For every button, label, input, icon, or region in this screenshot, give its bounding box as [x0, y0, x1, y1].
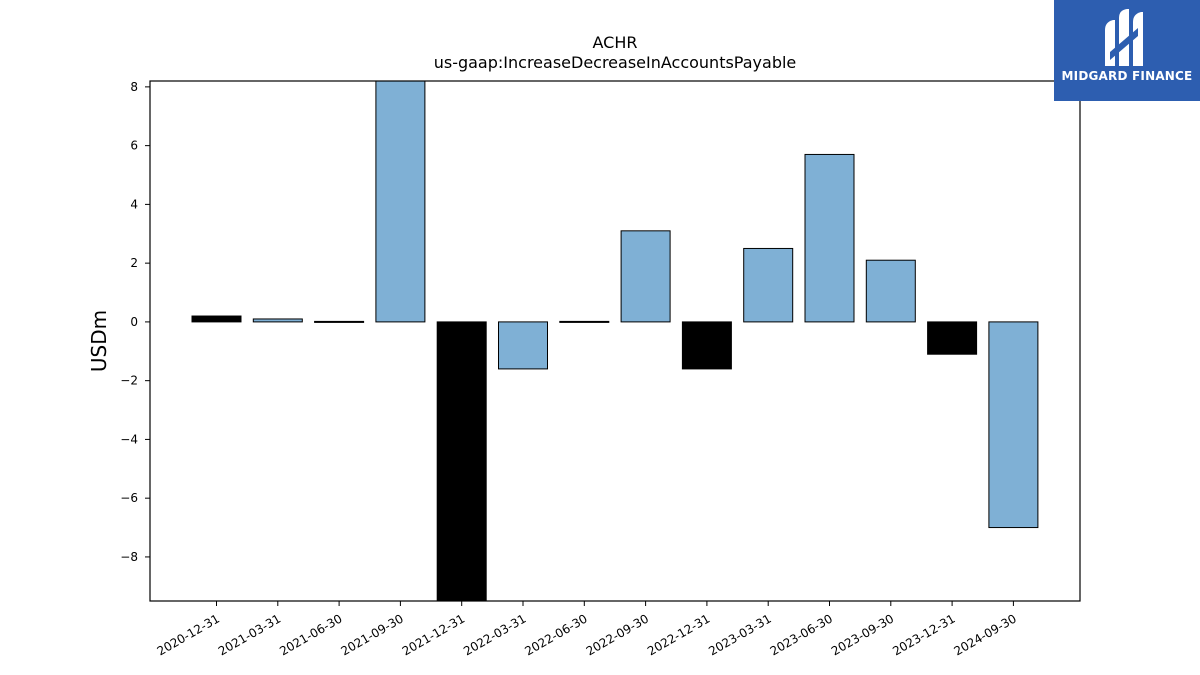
chart-subtitle: us-gaap:IncreaseDecreaseInAccountsPayabl…: [434, 53, 797, 72]
bar-2022-06-30: [559, 320, 610, 323]
y-tick-label: −4: [120, 432, 138, 446]
x-tick-label: 2023-06-30: [768, 611, 835, 658]
y-tick-label: 0: [130, 315, 138, 329]
x-tick-label: 2023-12-31: [890, 611, 957, 658]
bar-2022-12-31: [681, 321, 732, 370]
bar-2022-03-31: [498, 321, 548, 370]
bar-2021-06-30: [314, 320, 365, 323]
x-tick-label: 2024-09-30: [951, 611, 1018, 658]
y-axis-label: USDm: [87, 310, 111, 372]
bar-2021-09-30: [375, 80, 426, 323]
x-axis-ticks: 2020-12-312021-03-312021-06-302021-09-30…: [155, 601, 1019, 658]
bar-2023-09-30: [865, 259, 916, 323]
bar-2021-03-31: [252, 318, 303, 323]
bar-2023-06-30: [804, 153, 855, 323]
x-tick-label: 2022-09-30: [584, 611, 651, 658]
x-tick-label: 2021-03-31: [216, 611, 283, 658]
x-tick-label: 2021-09-30: [338, 611, 405, 658]
midgard-logo-icon: [1105, 9, 1143, 66]
bar-2023-12-31: [927, 321, 978, 355]
bar-2023-03-31: [743, 247, 794, 323]
x-tick-label: 2022-12-31: [645, 611, 712, 658]
y-axis-ticks: −8 −6 −4 −2 0 2 4 6 8: [120, 80, 150, 564]
y-tick-label: 8: [130, 80, 138, 94]
plot-frame: [149, 80, 1081, 602]
x-tick-label: 2022-03-31: [461, 611, 528, 658]
y-tick-label: 2: [130, 256, 138, 270]
logo-text: MIDGARD FINANCE: [1061, 69, 1193, 83]
y-tick-label: −8: [120, 550, 138, 564]
bar-2022-09-30: [620, 230, 671, 323]
x-tick-label: 2021-12-31: [400, 611, 467, 658]
x-tick-label: 2022-06-30: [522, 611, 589, 658]
bar-2021-12-31: [436, 321, 487, 602]
midgard-finance-logo: MIDGARD FINANCE: [1054, 0, 1200, 101]
bar-2020-12-31: [191, 315, 242, 323]
y-tick-label: −6: [120, 491, 138, 505]
x-tick-label: 2020-12-31: [155, 611, 222, 658]
x-tick-label: 2021-06-30: [277, 611, 344, 658]
y-tick-label: 4: [130, 197, 138, 211]
bar-2024-09-30: [988, 321, 1039, 529]
y-tick-label: −2: [120, 374, 138, 388]
chart-title: ACHR: [593, 33, 638, 52]
bars-layer: [191, 80, 1039, 602]
x-tick-label: 2023-03-31: [706, 611, 773, 658]
y-tick-label: 6: [130, 139, 138, 153]
x-tick-label: 2023-09-30: [829, 611, 896, 658]
